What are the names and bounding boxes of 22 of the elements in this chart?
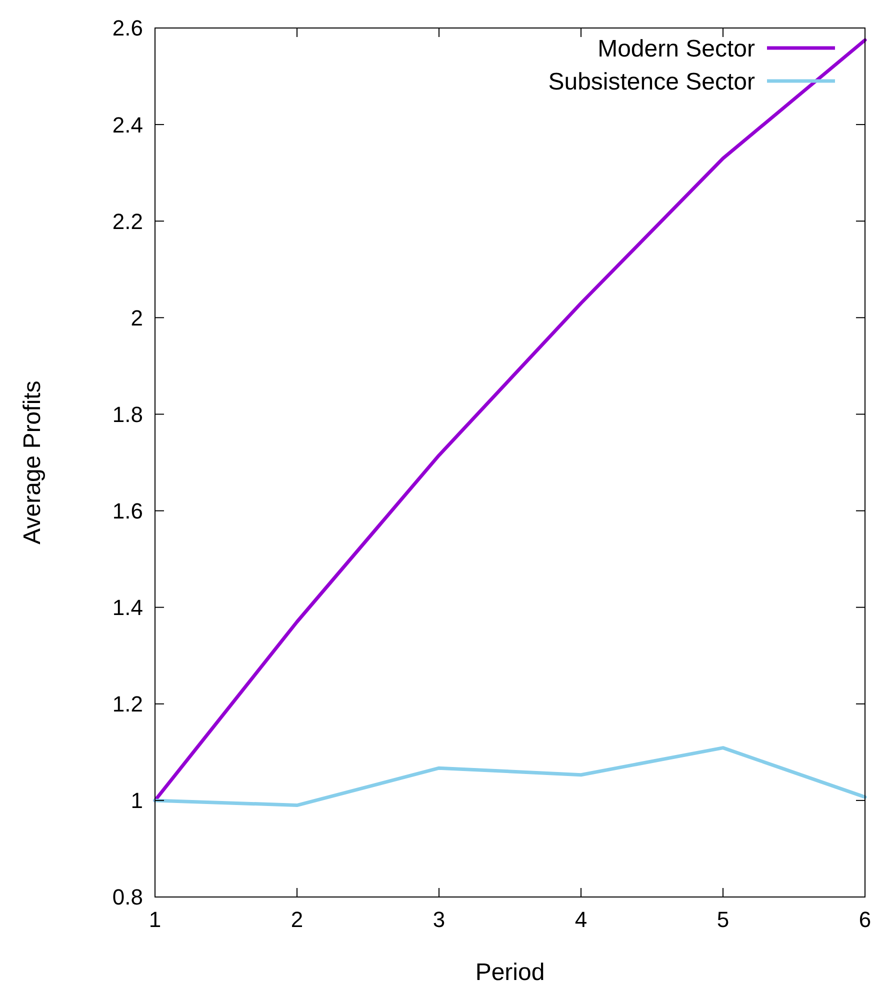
y-tick-label: 1.2 [112,692,143,717]
y-tick-label: 2.4 [112,112,143,138]
line-series [153,746,867,808]
x-tick-label: 4 [574,907,588,932]
legend-label: Subsistence Sector [548,68,756,96]
x-tick-label: 1 [148,907,162,932]
legend-label: Modern Sector [598,35,756,62]
y-tick-label: 0.8 [112,884,143,910]
x-tick-label: 5 [716,907,730,932]
x-tick-label: 2 [290,907,304,932]
x-axis-title: Period [475,959,545,986]
y-tick-label: 1.8 [112,402,143,427]
line-series [153,38,867,802]
y-axis-title: Average Profits [19,380,46,544]
y-tick-label: 1 [130,788,143,814]
y-tick-label: 2.2 [112,208,143,234]
y-tick-label: 2 [130,305,143,330]
y-tick-label: 2.6 [112,16,143,41]
y-tick-label: 1.6 [112,498,143,524]
x-tick-label: 3 [432,907,446,932]
y-tick-label: 1.4 [112,595,143,620]
x-tick-label: 6 [858,907,872,932]
